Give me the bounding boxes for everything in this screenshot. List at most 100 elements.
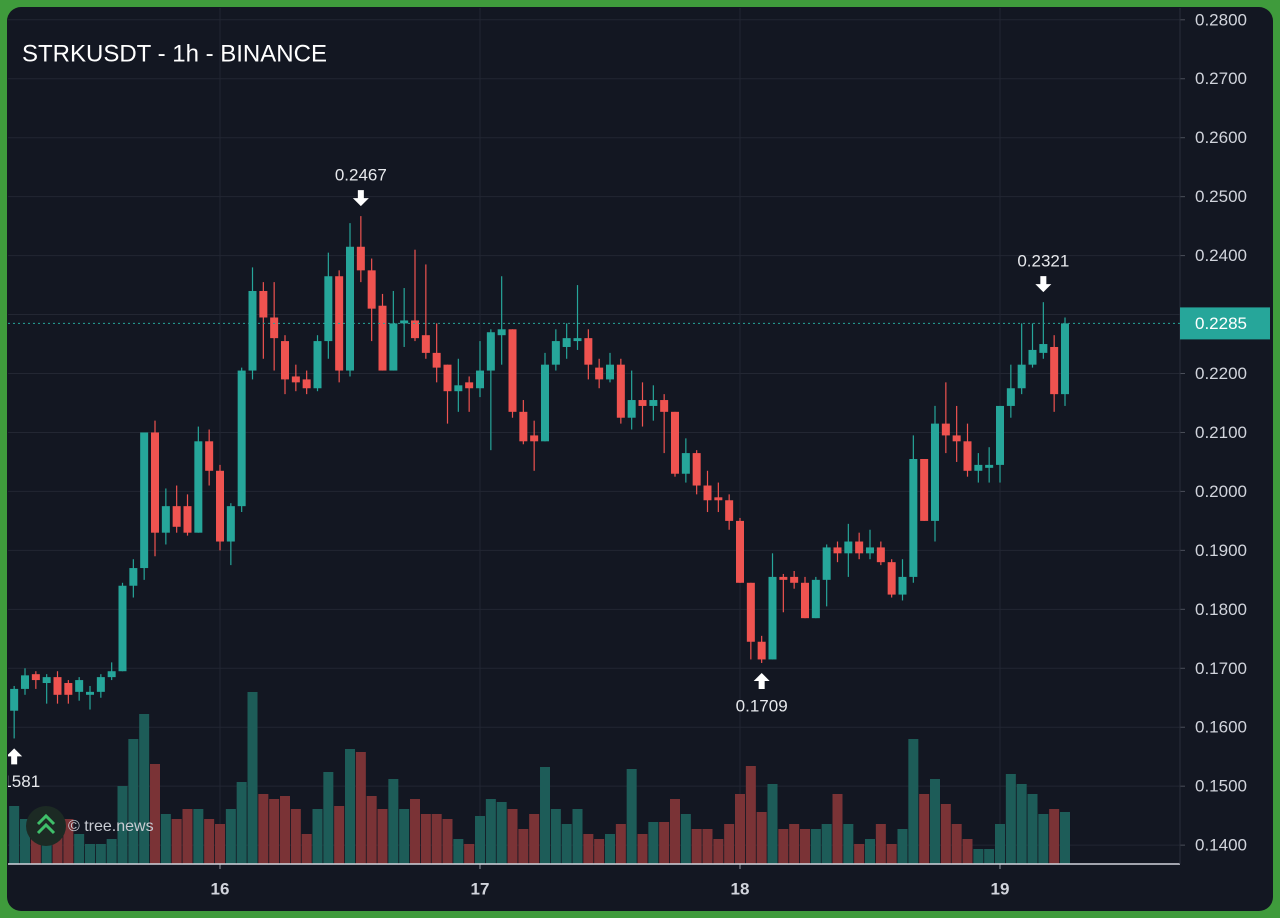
volume-bar [583, 834, 594, 864]
candle-body [1039, 344, 1048, 353]
candle-body [281, 341, 290, 380]
grid [8, 8, 1180, 864]
volume-bar [561, 824, 572, 864]
candle-body [1006, 388, 1015, 406]
candle-body [530, 435, 539, 442]
volume-bar [745, 766, 756, 864]
candle-body [757, 641, 766, 660]
candle-body [844, 541, 853, 554]
volume-bar [52, 829, 63, 864]
candle-body [941, 423, 950, 436]
candle-body [985, 464, 994, 468]
volume-bar [20, 819, 31, 864]
y-tick-label: 0.2100 [1195, 423, 1247, 442]
watermark: © tree.news [26, 806, 154, 846]
candle-body [811, 579, 820, 619]
volume-bar [30, 834, 41, 864]
candle-body [909, 458, 918, 577]
volume-bar [626, 769, 637, 864]
candle-body [931, 423, 940, 521]
volume-bar [269, 799, 280, 864]
candle-layer [10, 216, 1070, 739]
candle-body [411, 320, 420, 339]
candle-body [183, 506, 192, 533]
annotation-label: 0.1581 [0, 772, 40, 791]
volume-bar [388, 779, 399, 864]
volume-bar [485, 799, 496, 864]
volume-bar [594, 839, 605, 864]
volume-bar [821, 824, 832, 864]
candle-body [1050, 346, 1059, 395]
candle-body [172, 506, 181, 527]
candle-body [519, 411, 528, 442]
annotation-arrow [352, 190, 369, 207]
candle-body [1028, 349, 1037, 365]
candle-body [562, 338, 571, 347]
candle-body [324, 276, 333, 342]
volume-bar [182, 809, 193, 864]
volume-bar [930, 779, 941, 864]
volume-bar [713, 839, 724, 864]
watermark-text: © tree.news [68, 818, 154, 835]
candle-body [259, 290, 268, 318]
candle-body [107, 671, 116, 678]
volume-bar [290, 809, 301, 864]
candle-body [714, 497, 723, 501]
volume-bar [605, 834, 616, 864]
volume-bar [247, 692, 258, 864]
y-tick-label: 0.2400 [1195, 246, 1247, 265]
candle-body [606, 364, 615, 380]
volume-bar [150, 764, 161, 864]
volume-bar [854, 844, 865, 864]
candle-body [400, 320, 409, 324]
candle-body [237, 370, 246, 507]
candle-body [226, 506, 235, 542]
volume-bar [702, 829, 713, 864]
volume-bar [670, 799, 681, 864]
volume-layer [9, 692, 1071, 864]
candle-body [876, 547, 885, 563]
annotation-arrow [8, 748, 23, 765]
volume-bar [139, 714, 150, 864]
volume-bar [659, 822, 670, 864]
volume-bar [691, 829, 702, 864]
candle-body [508, 329, 517, 412]
candle-body [963, 441, 972, 471]
candle-body [151, 432, 160, 533]
candle-body [866, 547, 875, 554]
volume-bar [984, 849, 995, 864]
candle-body [855, 541, 864, 554]
candle-body [378, 305, 387, 371]
candle-body [432, 352, 441, 368]
volume-bar [843, 824, 854, 864]
candle-body [584, 338, 593, 365]
axes: 0.28000.27000.26000.25000.24000.23000.22… [8, 8, 1270, 898]
volume-bar [399, 809, 410, 864]
candle-body [421, 335, 430, 353]
volume-bar [962, 839, 973, 864]
volume-bar [680, 814, 691, 864]
volume-bar [1005, 774, 1016, 864]
y-tick-label: 0.1400 [1195, 836, 1247, 855]
x-tick-label: 16 [211, 879, 230, 898]
candle-body [974, 464, 983, 471]
candle-body [497, 329, 506, 336]
candle-body [996, 405, 1005, 465]
volume-bar [951, 824, 962, 864]
volume-bar [420, 814, 431, 864]
volume-bar [366, 796, 377, 864]
candle-body [573, 338, 582, 342]
candle-body [64, 683, 73, 695]
candle-body [790, 576, 799, 583]
last-price-box [1180, 307, 1270, 340]
volume-bar [832, 794, 843, 864]
volume-bar [865, 839, 876, 864]
volume-bar [767, 784, 778, 864]
candle-body [248, 290, 257, 371]
candle-body [42, 677, 51, 684]
candle-body [898, 576, 907, 595]
volume-bar [236, 782, 247, 864]
volume-bar [442, 819, 453, 864]
candle-body [367, 270, 376, 309]
